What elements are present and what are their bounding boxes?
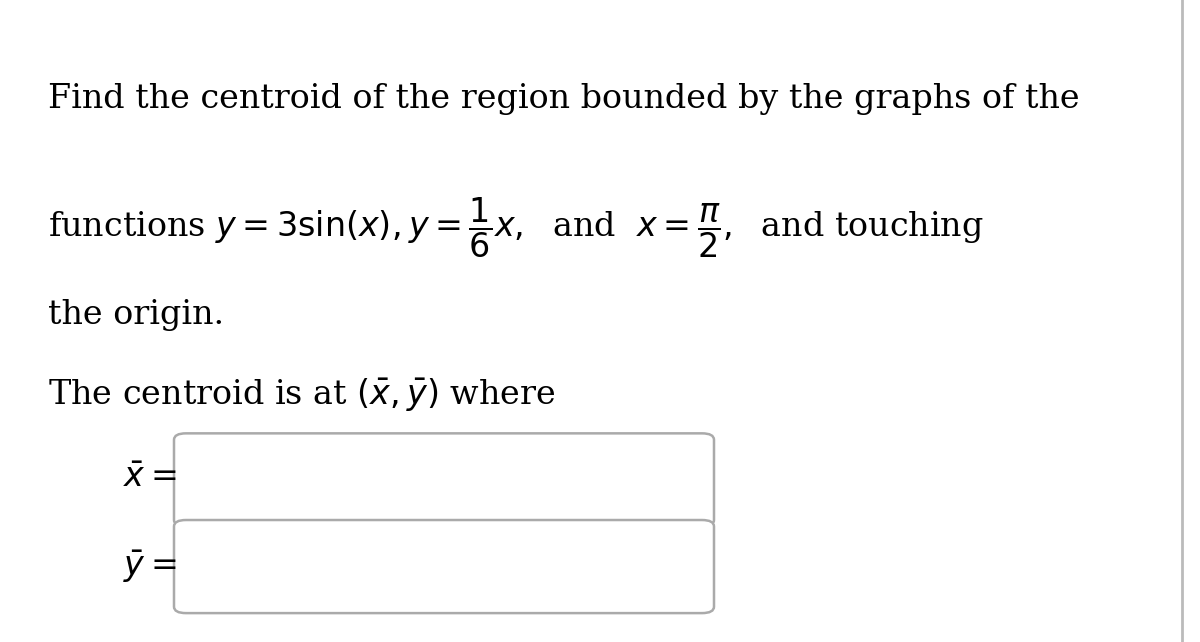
FancyBboxPatch shape [174,520,714,613]
Text: The centroid is at $(\bar{x}, \bar{y})$ where: The centroid is at $(\bar{x}, \bar{y})$ … [48,376,556,413]
Text: $\bar{y} = $: $\bar{y} = $ [122,548,176,585]
Text: $\bar{x} = $: $\bar{x} = $ [122,462,176,494]
FancyBboxPatch shape [174,433,714,526]
Text: the origin.: the origin. [48,299,224,331]
Text: functions $y = 3\sin(x), y = \dfrac{1}{6}x,$  and  $x = \dfrac{\pi}{2},$  and to: functions $y = 3\sin(x), y = \dfrac{1}{6… [48,196,984,260]
Text: Find the centroid of the region bounded by the graphs of the: Find the centroid of the region bounded … [48,83,1080,116]
